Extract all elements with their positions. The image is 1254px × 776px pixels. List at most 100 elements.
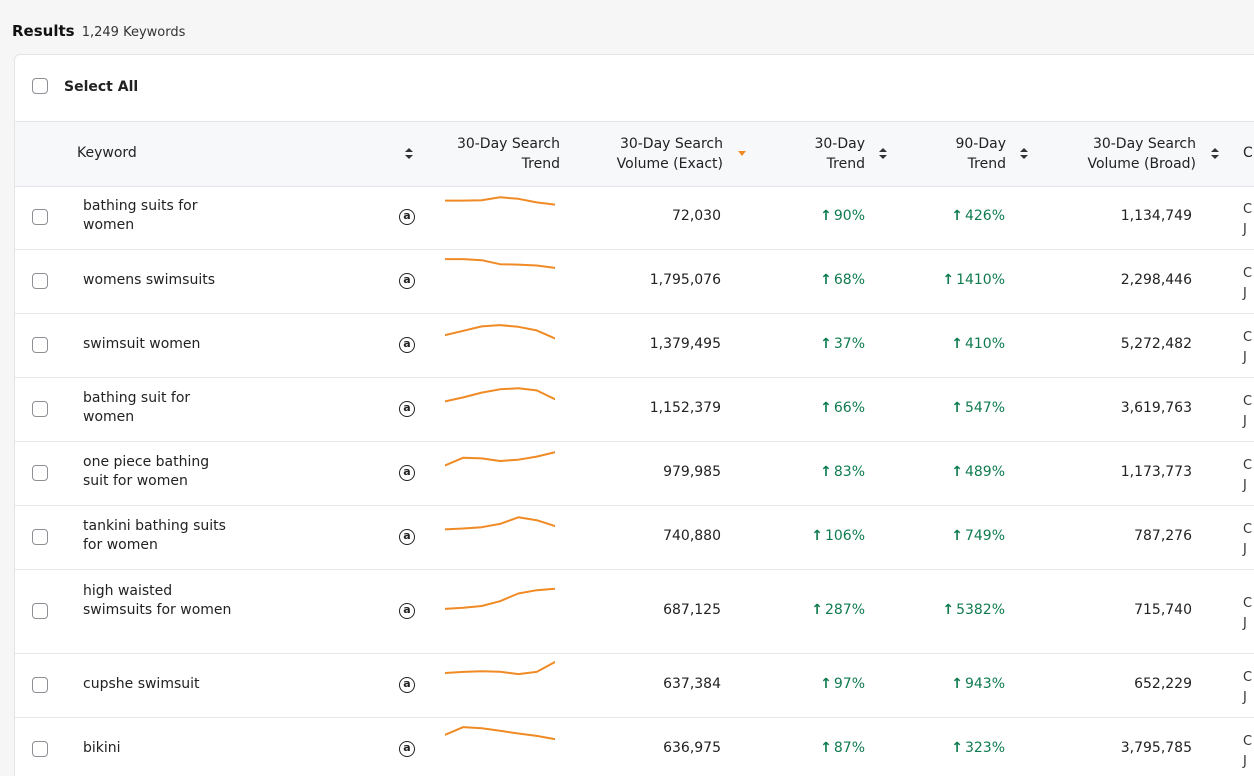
- trend-30-day-cell: ↑ 66%: [820, 400, 865, 416]
- keyword-cell[interactable]: one piece bathing suit for women: [83, 454, 210, 489]
- table-row[interactable]: bathing suit for women a 1,152,379 ↑ 66% ↑ 547…: [15, 378, 1254, 442]
- search-trend-sparkline: [445, 451, 555, 467]
- keyword-cell[interactable]: high waisted swimsuits for women: [83, 582, 232, 618]
- sort-volume-broad-icon[interactable]: [1211, 147, 1219, 161]
- keyword-cell[interactable]: tankini bathing suits for women: [83, 518, 226, 553]
- trend-up-arrow-icon: ↑: [951, 740, 963, 756]
- amazon-icon[interactable]: a: [399, 273, 415, 289]
- row-checkbox[interactable]: [32, 741, 48, 757]
- sort-descending-icon[interactable]: [738, 151, 746, 156]
- volume-broad-cell: 652,229: [1134, 676, 1192, 692]
- results-header: Results 1,249 Keywords: [12, 22, 185, 40]
- amazon-icon[interactable]: a: [399, 401, 415, 417]
- trend-up-arrow-icon: ↑: [820, 740, 832, 756]
- sort-keyword-icon[interactable]: [405, 147, 413, 161]
- trend-up-arrow-icon: ↑: [951, 336, 963, 352]
- table-row[interactable]: tankini bathing suits for women a 740,880 ↑…: [15, 506, 1254, 570]
- column-header-keyword[interactable]: Keyword: [77, 145, 137, 161]
- amazon-icon[interactable]: a: [399, 337, 415, 353]
- volume-exact-cell: 740,880: [663, 528, 721, 544]
- keyword-cell[interactable]: bikini: [83, 739, 121, 756]
- trend-30-day-cell: ↑ 106%: [811, 528, 865, 544]
- volume-exact-cell: 979,985: [663, 464, 721, 480]
- sparkline-path: [445, 451, 555, 467]
- row-checkbox[interactable]: [32, 273, 48, 289]
- sparkline-path: [445, 516, 555, 531]
- table-row[interactable]: bathing suits for women a 72,030 ↑ 90% ↑ 426% 1…: [15, 186, 1254, 250]
- sparkline-path: [445, 387, 555, 403]
- keyword-cell[interactable]: swimsuit women: [83, 335, 201, 352]
- trend-up-arrow-icon: ↑: [820, 676, 832, 692]
- sparkline-path: [445, 196, 555, 206]
- row-checkbox[interactable]: [32, 209, 48, 225]
- amazon-icon[interactable]: a: [399, 603, 415, 619]
- sparkline-path: [445, 587, 555, 610]
- trend-30-day-cell: ↑ 68%: [820, 272, 865, 288]
- volume-broad-cell: 715,740: [1134, 602, 1192, 618]
- trend-up-arrow-icon: ↑: [811, 602, 823, 618]
- search-trend-sparkline: [445, 516, 555, 531]
- trend-up-arrow-icon: ↑: [951, 676, 963, 692]
- trend-30-day-cell: ↑ 83%: [820, 464, 865, 480]
- trend-up-arrow-icon: ↑: [951, 208, 963, 224]
- amazon-icon[interactable]: a: [399, 529, 415, 545]
- trend-up-arrow-icon: ↑: [942, 602, 955, 618]
- row-checkbox[interactable]: [32, 603, 48, 619]
- volume-exact-cell: 637,384: [663, 676, 721, 692]
- trend-90-day-cell: ↑ 323%: [951, 740, 1005, 756]
- table-row[interactable]: bikini a 636,975 ↑ 87% ↑ 323% 3,795,785 C J: [15, 718, 1254, 776]
- volume-broad-cell: 3,795,785: [1120, 740, 1192, 756]
- table-header: Keyword 30-Day Search Trend 30-Day Searc…: [15, 121, 1254, 187]
- trend-30-day-cell: ↑ 97%: [820, 676, 865, 692]
- trend-up-arrow-icon: ↑: [951, 528, 963, 544]
- sort-30-day-trend-icon[interactable]: [879, 147, 887, 161]
- keyword-cell[interactable]: womens swimsuits: [83, 271, 215, 288]
- keyword-cell[interactable]: bathing suit for women: [83, 390, 191, 425]
- trend-up-arrow-icon: ↑: [820, 400, 832, 416]
- table-row[interactable]: one piece bathing suit for women a 979,985…: [15, 442, 1254, 506]
- column-header-90-day-trend[interactable]: 90-Day Trend: [955, 136, 1006, 172]
- column-header-volume-broad[interactable]: 30-Day Search Volume (Broad): [1087, 136, 1196, 172]
- amazon-icon[interactable]: a: [399, 741, 415, 757]
- trend-up-arrow-icon: ↑: [951, 464, 963, 480]
- keyword-cell[interactable]: bathing suits for women: [83, 198, 198, 233]
- column-header-30-day-trend[interactable]: 30-Day Trend: [814, 136, 865, 172]
- column-header-volume-exact[interactable]: 30-Day Search Volume (Exact): [616, 136, 723, 172]
- results-count: 1,249 Keywords: [81, 25, 186, 40]
- search-trend-sparkline: [445, 258, 555, 269]
- row-checkbox[interactable]: [32, 465, 48, 481]
- search-trend-sparkline: [445, 196, 555, 206]
- table-row[interactable]: high waisted swimsuits for women a 687,125…: [15, 570, 1254, 654]
- trend-90-day-cell: ↑ 5382%: [942, 602, 1005, 618]
- table-row[interactable]: womens swimsuits a 1,795,076 ↑ 68% ↑ 1410% 2,29…: [15, 250, 1254, 314]
- amazon-icon[interactable]: a: [399, 677, 415, 693]
- volume-broad-cell: 787,276: [1134, 528, 1192, 544]
- row-checkbox[interactable]: [32, 529, 48, 545]
- table-row[interactable]: cupshe swimsuit a 637,384 ↑ 97% ↑ 943% 652,229 C…: [15, 654, 1254, 718]
- select-all-bar: Select All: [15, 55, 1254, 121]
- amazon-icon[interactable]: a: [399, 465, 415, 481]
- volume-exact-cell: 1,795,076: [649, 272, 721, 288]
- search-trend-sparkline: [445, 726, 555, 741]
- row-checkbox[interactable]: [32, 337, 48, 353]
- row-checkbox[interactable]: [32, 401, 48, 417]
- select-all-label[interactable]: Select All: [64, 79, 139, 95]
- keyword-cell[interactable]: cupshe swimsuit: [83, 675, 200, 692]
- trend-30-day-cell: ↑ 87%: [820, 740, 865, 756]
- amazon-icon[interactable]: a: [399, 209, 415, 225]
- sort-90-day-trend-icon[interactable]: [1020, 147, 1028, 161]
- table-row[interactable]: swimsuit women a 1,379,495 ↑ 37% ↑ 410% 5,272,4…: [15, 314, 1254, 378]
- results-table: Select All Keyword 30-Day Search Trend 3…: [14, 54, 1254, 776]
- trend-up-arrow-icon: ↑: [820, 336, 832, 352]
- select-all-checkbox[interactable]: [32, 78, 48, 94]
- trend-90-day-cell: ↑ 749%: [951, 528, 1005, 544]
- row-checkbox[interactable]: [32, 677, 48, 693]
